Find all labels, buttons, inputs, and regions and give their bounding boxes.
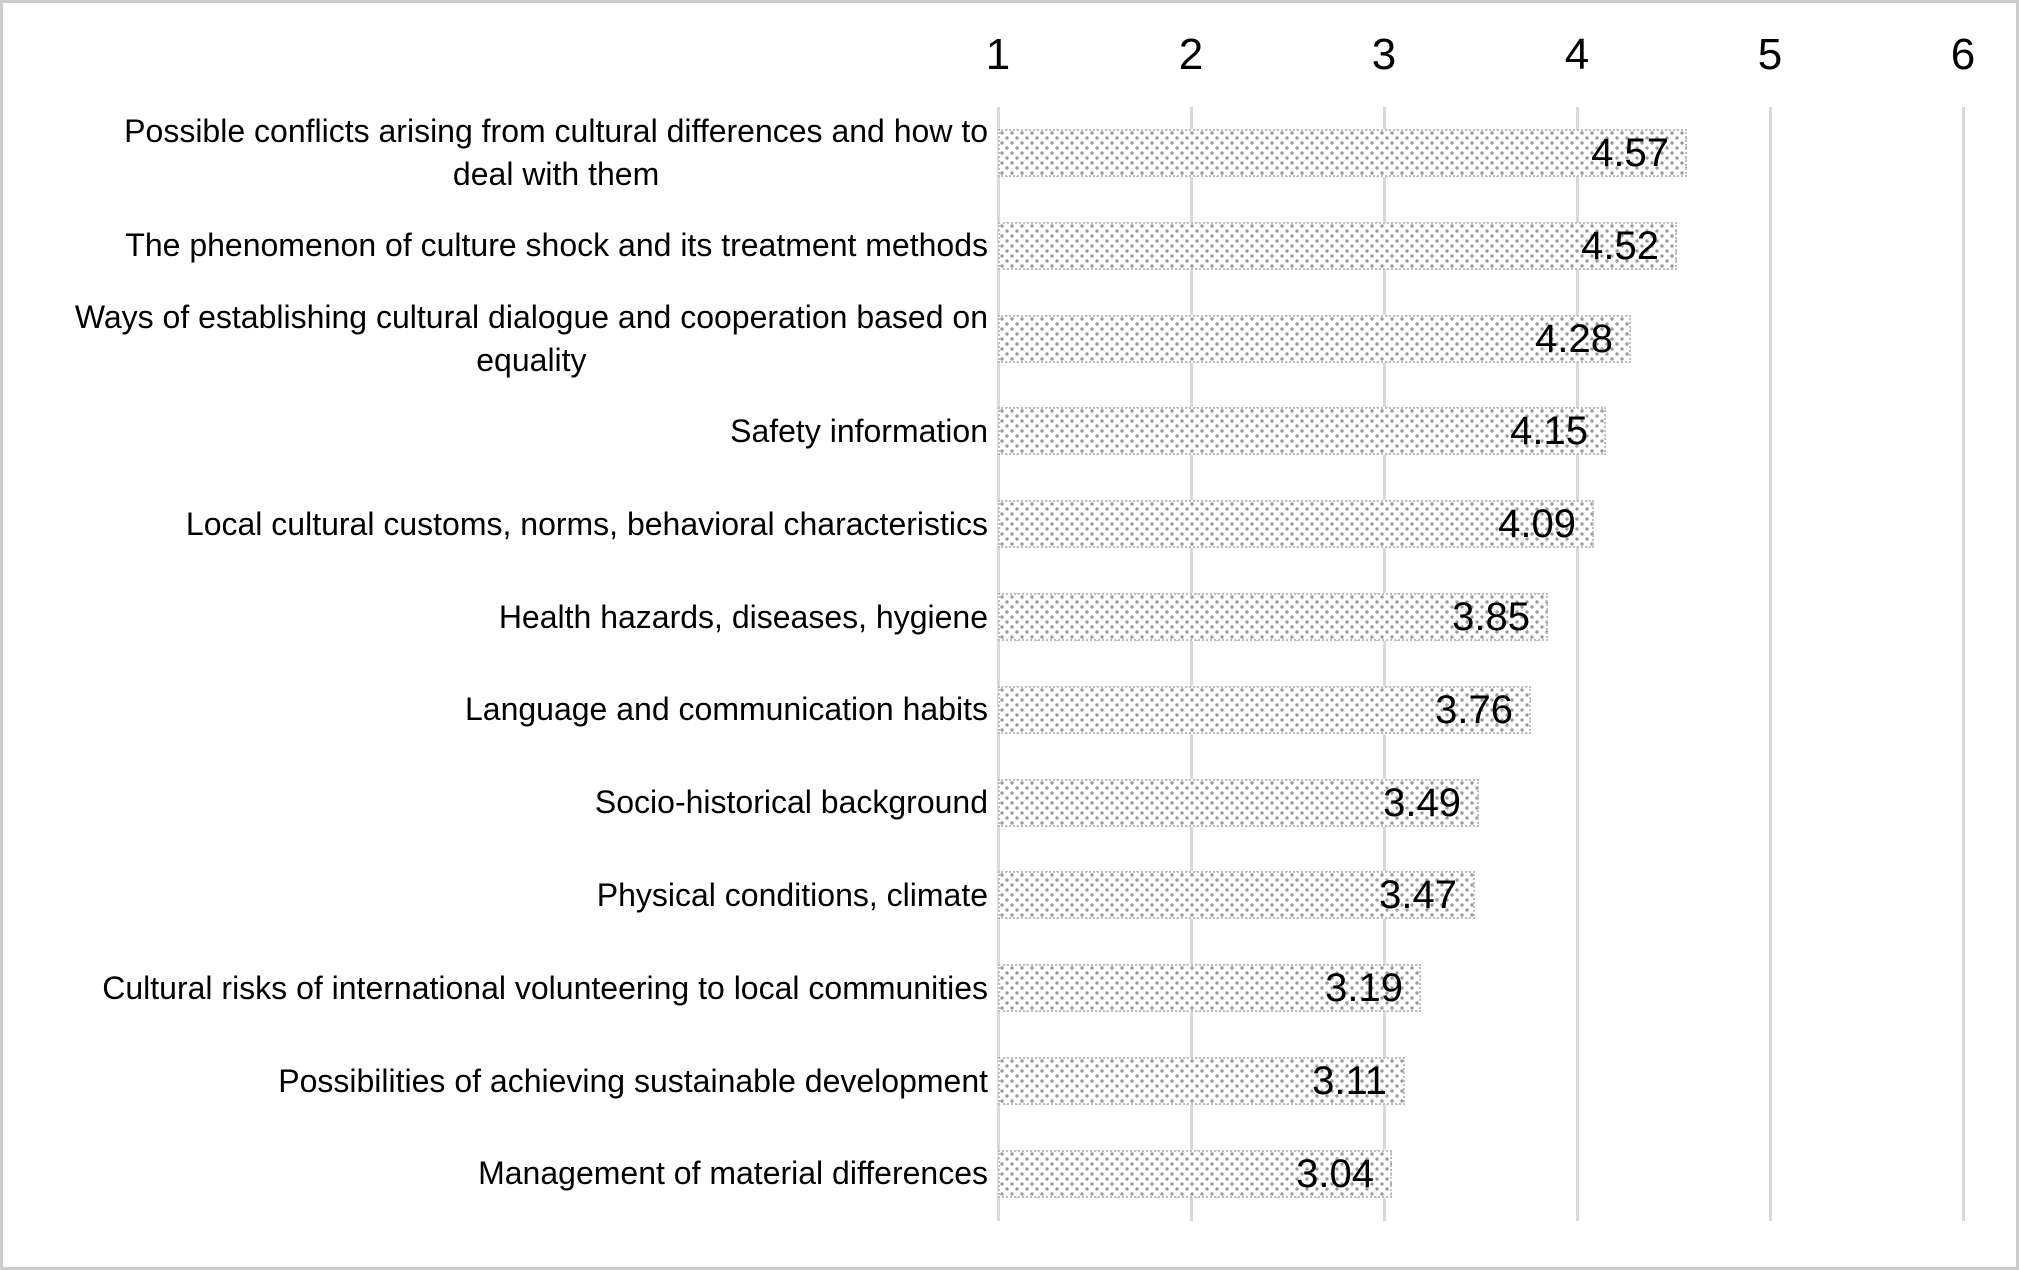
bar-value-label: 4.09 — [1498, 501, 1576, 546]
gridline — [1190, 107, 1193, 1221]
bar: 4.28 — [998, 315, 1631, 363]
bar: 3.04 — [998, 1150, 1392, 1198]
category-label: Physical conditions, climate — [23, 845, 988, 945]
bar-value-label: 3.76 — [1435, 687, 1513, 732]
bar: 4.09 — [998, 500, 1594, 548]
gridline — [1576, 107, 1579, 1221]
x-axis-tick-label: 6 — [1950, 30, 1976, 79]
bar: 4.57 — [998, 129, 1687, 177]
x-axis-tick-label: 2 — [1178, 30, 1204, 79]
gridline — [1769, 107, 1772, 1221]
category-label: Health hazards, diseases, hygiene — [23, 567, 988, 667]
bar: 3.47 — [998, 871, 1475, 919]
bar: 3.19 — [998, 964, 1421, 1012]
category-label-text: Cultural risks of international voluntee… — [102, 969, 988, 1006]
x-axis-tick-label: 3 — [1371, 30, 1397, 79]
category-label-text: Possibilities of achieving sustainable d… — [278, 1062, 988, 1099]
x-axis-tick-label: 4 — [1564, 30, 1590, 79]
bar-value-label: 3.49 — [1383, 780, 1461, 825]
category-label: Possibilities of achieving sustainable d… — [23, 1031, 988, 1131]
category-label: Possible conflicts arising from cultural… — [23, 103, 988, 203]
bar-value-label: 3.11 — [1312, 1058, 1387, 1103]
category-label: Cultural risks of international voluntee… — [23, 938, 988, 1038]
category-label-text: Socio-historical background — [594, 784, 988, 821]
bar-value-label: 4.52 — [1581, 223, 1659, 268]
bar: 3.76 — [998, 686, 1531, 734]
category-label: Safety information — [23, 381, 988, 481]
category-label-text: Physical conditions, climate — [596, 876, 988, 913]
category-label-text: Health hazards, diseases, hygiene — [498, 598, 988, 635]
bar-value-label: 4.28 — [1535, 316, 1613, 361]
bar: 4.15 — [998, 407, 1606, 455]
bar-value-label: 3.19 — [1325, 965, 1403, 1010]
category-label-text: Safety information — [730, 412, 988, 449]
bar-value-label: 4.15 — [1510, 408, 1588, 453]
bar: 3.11 — [998, 1057, 1405, 1105]
category-label: Socio-historical background — [23, 753, 988, 853]
gridline — [1383, 107, 1386, 1221]
bar: 3.49 — [998, 779, 1479, 827]
category-label-text: Ways of establishing cultural dialogue a… — [74, 298, 988, 378]
category-label-text: Management of material differences — [478, 1155, 988, 1192]
bar-value-label: 3.85 — [1452, 594, 1530, 639]
x-axis-tick-label: 5 — [1757, 30, 1783, 79]
category-label: Language and communication habits — [23, 660, 988, 760]
category-label-text: Possible conflicts arising from cultural… — [124, 113, 988, 192]
category-label-text: Local cultural customs, norms, behaviora… — [185, 505, 988, 542]
x-axis-tick-label: 1 — [985, 30, 1011, 79]
bar: 4.52 — [998, 222, 1677, 270]
category-label: Local cultural customs, norms, behaviora… — [23, 474, 988, 574]
category-label: Management of material differences — [23, 1124, 988, 1224]
bar: 3.85 — [998, 593, 1548, 641]
category-label: Ways of establishing cultural dialogue a… — [23, 289, 988, 389]
bar-value-label: 4.57 — [1591, 130, 1669, 175]
gridline — [1962, 107, 1965, 1221]
bar-value-label: 3.04 — [1296, 1151, 1374, 1196]
gridline — [997, 107, 1000, 1221]
bar-value-label: 3.47 — [1379, 872, 1457, 917]
category-label: The phenomenon of culture shock and its … — [23, 196, 988, 296]
category-label-text: The phenomenon of culture shock and its … — [125, 227, 988, 264]
category-label-text: Language and communication habits — [464, 691, 988, 728]
